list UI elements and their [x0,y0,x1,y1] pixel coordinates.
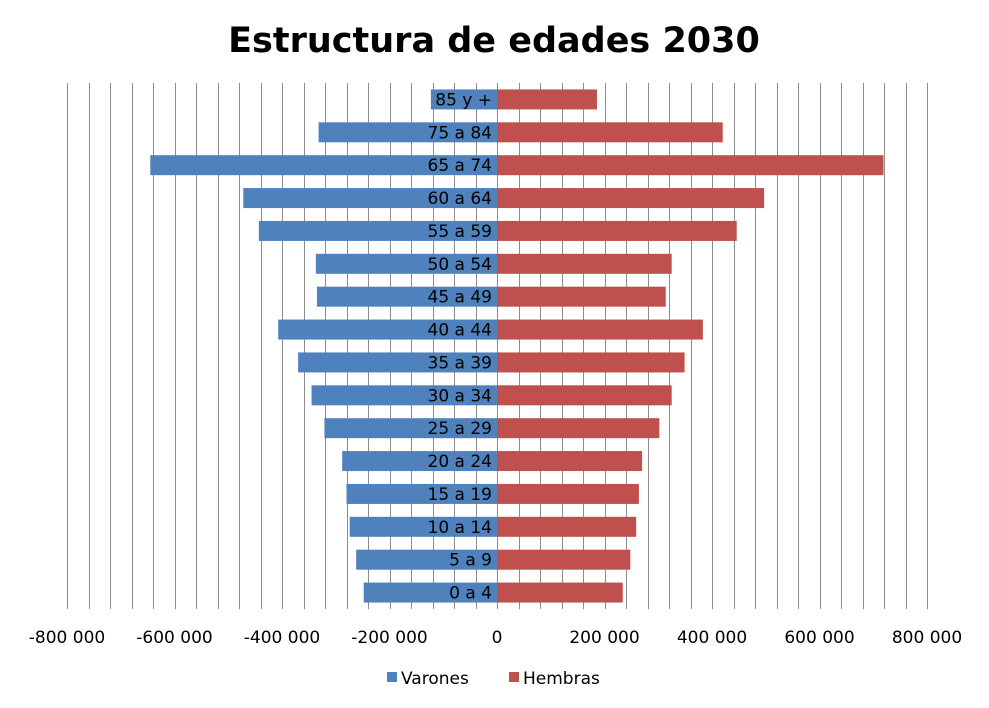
x-tick-label: 600 000 [784,628,854,648]
bar-varones-12 [243,188,497,209]
bar-varones-14 [318,122,497,143]
category-label: 30 a 34 [428,386,493,406]
category-label: 55 a 59 [428,222,493,242]
bar-hembras-11 [497,220,737,241]
bar-hembras-6 [497,385,672,406]
legend-swatch-varones [387,672,397,682]
bar-hembras-7 [497,352,685,373]
x-tick-label: -600 000 [136,628,212,648]
x-tick-label: -200 000 [351,628,427,648]
x-tick-label: -400 000 [244,628,320,648]
bar-hembras-5 [497,418,660,439]
category-label: 60 a 64 [428,189,493,209]
bar-varones-11 [258,220,497,241]
x-tick-label: 400 000 [677,628,747,648]
legend: Varones Hembras [387,669,600,689]
bar-varones-13 [150,155,497,176]
legend-swatch-hembras [509,672,519,682]
chart-title: Estructura de edades 2030 [228,21,760,61]
bar-varones-5 [324,418,497,439]
category-label: 65 a 74 [428,156,493,176]
bar-hembras-8 [497,319,703,340]
bar-hembras-1 [497,549,631,570]
bar-hembras-15 [497,89,597,110]
category-labels: 0 a 4 5 a 9 10 a 14 15 a 19 20 a 24 25 a 29 30… [428,90,493,603]
bar-varones-6 [311,385,497,406]
x-tick-label: 800 000 [892,628,962,648]
bar-hembras-4 [497,451,643,472]
category-label: 85 y + [435,90,492,110]
bar-varones-15 [430,89,497,110]
category-label: 35 a 39 [428,353,493,373]
x-tick-label: 0 [492,628,503,648]
category-label: 5 a 9 [449,551,492,571]
bar-varones-10 [315,253,497,274]
bar-varones-8 [278,319,497,340]
bar-varones-0 [363,582,497,603]
category-label: 10 a 14 [428,518,493,538]
category-label: 20 a 24 [428,452,493,472]
category-label: 40 a 44 [428,321,493,341]
category-label: 50 a 54 [428,255,493,275]
category-label: 25 a 29 [428,419,493,439]
x-axis-ticks: -800 000 -600 000 -400 000 -200 000 0 200 000… [29,628,962,648]
bar-varones-9 [316,286,497,307]
category-label: 75 a 84 [428,123,493,143]
bar-hembras-14 [497,122,723,143]
bar-hembras-2 [497,516,637,537]
x-tick-label: 200 000 [569,628,639,648]
bar-varones-3 [346,483,497,504]
bar-hembras-10 [497,253,672,274]
bar-varones-2 [349,516,497,537]
x-tick-label: -800 000 [29,628,105,648]
category-label: 0 a 4 [449,584,492,604]
bar-hembras-13 [497,155,884,176]
bar-hembras-12 [497,188,765,209]
bar-hembras-0 [497,582,623,603]
legend-label-varones: Varones [401,669,469,689]
legend-label-hembras: Hembras [523,669,600,689]
bar-hembras-9 [497,286,666,307]
bar-varones-7 [298,352,497,373]
bar-varones-1 [356,549,497,570]
bar-varones-4 [342,451,497,472]
bar-hembras-3 [497,483,639,504]
category-label: 45 a 49 [428,288,493,308]
category-label: 15 a 19 [428,485,493,505]
bars [150,89,884,603]
